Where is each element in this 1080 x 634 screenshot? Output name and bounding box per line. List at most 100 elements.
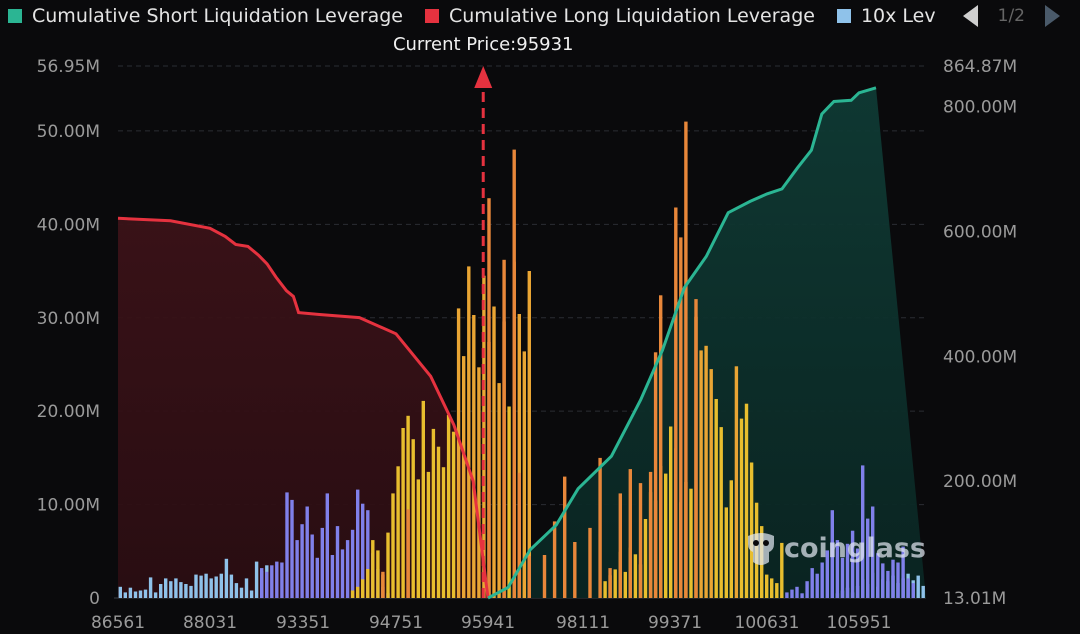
bar-yellow	[739, 418, 744, 598]
x-axis-tick: 88031	[183, 613, 237, 633]
bar-orange	[648, 471, 653, 598]
bar-yellow	[749, 462, 754, 598]
bar-yellow	[724, 507, 728, 598]
bar-low	[239, 587, 244, 598]
bar-yellow	[689, 488, 693, 598]
x-axis-tick: 105951	[827, 613, 892, 633]
bar-purple	[911, 583, 915, 598]
bar-low	[249, 590, 254, 598]
bar-purple	[330, 555, 335, 598]
x-axis-tick: 98111	[556, 613, 610, 633]
bar-purple	[845, 543, 850, 598]
bar-orange	[563, 476, 567, 598]
chevron-left-icon[interactable]	[962, 5, 978, 27]
bar-yellow	[719, 427, 723, 598]
chevron-right-icon[interactable]	[1045, 5, 1060, 27]
bar-low	[169, 581, 173, 598]
bar-yellow	[456, 308, 461, 598]
bar-purple	[340, 549, 345, 598]
bar-low	[143, 589, 148, 598]
bar-yellow	[436, 446, 441, 598]
bar-yellow	[366, 569, 370, 598]
bar-low	[189, 585, 193, 598]
left-axis-tick: 30.00M	[37, 309, 100, 329]
bar-yellow	[391, 493, 395, 598]
bar-yellow	[467, 266, 471, 598]
bar-low	[174, 578, 178, 598]
current-price-label: Current Price:95931	[393, 34, 574, 55]
bar-purple	[871, 506, 875, 598]
bar-purple	[820, 562, 824, 598]
left-axis-tick: 50.00M	[37, 122, 100, 142]
bar-yellow	[416, 479, 420, 598]
bar-low	[244, 578, 249, 598]
bar-orange	[598, 457, 602, 598]
bar-orange	[618, 493, 622, 598]
legend-swatch-long	[424, 9, 439, 23]
bar-yellow	[527, 271, 531, 598]
bar-orange	[638, 483, 643, 598]
left-axis-tick: 10.00M	[37, 496, 100, 516]
bar-purple	[310, 534, 314, 598]
bar-orange	[381, 571, 385, 598]
bar-orange	[588, 527, 592, 598]
bar-low	[234, 583, 239, 598]
bar-orange	[517, 472, 521, 598]
bar-yellow	[744, 403, 749, 598]
bar-yellow	[426, 471, 431, 598]
bar-yellow	[603, 581, 607, 598]
bar-yellow	[643, 519, 648, 598]
right-axis-tick: 600.00M	[943, 222, 1017, 242]
bar-purple	[335, 526, 340, 598]
bar-purple	[886, 570, 890, 598]
bar-yellow	[356, 586, 360, 598]
left-axis-tick: 40.00M	[37, 215, 100, 235]
bar-yellow	[729, 480, 733, 598]
bar-yellow	[507, 406, 511, 598]
bar-purple	[795, 586, 799, 598]
bar-yellow	[734, 366, 739, 598]
bar-purple	[285, 492, 289, 598]
bar-purple	[830, 510, 834, 598]
bar-low	[153, 592, 158, 598]
bar-orange	[542, 555, 547, 598]
bar-purple	[265, 571, 269, 598]
bar-purple	[901, 546, 905, 598]
bar-orange	[653, 352, 658, 598]
bar-yellow	[446, 414, 451, 598]
bar-low	[219, 573, 223, 598]
bar-orange	[679, 237, 683, 598]
current-price-arrow-icon	[474, 66, 493, 88]
bar-yellow	[704, 345, 708, 598]
bar-purple	[260, 568, 264, 598]
bar-yellow	[517, 314, 521, 598]
bar-purple	[320, 527, 324, 598]
bar-purple	[295, 540, 299, 598]
legend-swatch-10x	[836, 9, 851, 23]
bar-yellow	[714, 399, 718, 598]
bar-purple	[840, 557, 845, 598]
bar-orange	[502, 259, 506, 598]
bar-orange	[674, 207, 678, 598]
bar-yellow	[396, 466, 400, 598]
legend-page-indicator: 1/2	[997, 6, 1025, 26]
legend-label-10x: 10x Leverage	[860, 5, 935, 27]
bar-yellow	[669, 426, 673, 598]
legend-item-10x[interactable]: 10x Leverage	[836, 5, 935, 27]
current-price-marker: Current Price:95931	[393, 34, 574, 598]
bar-orange	[552, 521, 557, 598]
bar-yellow	[361, 579, 365, 598]
left-axis-tick: 56.95M	[37, 57, 100, 77]
legend-item-short[interactable]: Cumulative Short Liquidation Leverage	[8, 5, 403, 27]
x-axis-tick: 86561	[91, 613, 145, 633]
legend-item-long[interactable]: Cumulative Long Liquidation Leverage	[424, 5, 815, 27]
short-liquidation-line	[487, 86, 877, 600]
bar-yellow	[497, 383, 501, 598]
bar-yellow	[633, 554, 638, 598]
right-axis-tick: 13.01M	[943, 589, 1006, 609]
bar-yellow	[492, 306, 496, 598]
x-axis-tick: 94751	[369, 613, 423, 633]
bar-orange	[608, 568, 612, 598]
x-axis-tick: 95941	[461, 613, 515, 633]
